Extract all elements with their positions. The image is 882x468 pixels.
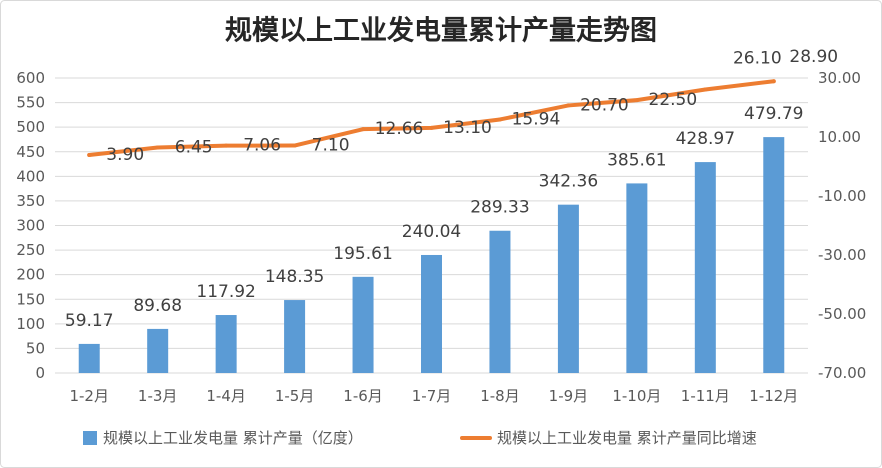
- bar-11: [763, 137, 785, 373]
- line-value-label: 7.06: [243, 136, 281, 156]
- bar-3: [215, 315, 237, 373]
- x-tick-label: 1-2月: [69, 387, 109, 405]
- x-tick-label: 1-11月: [681, 387, 730, 405]
- x-tick-label: 1-5月: [275, 387, 315, 405]
- bar-series: [78, 137, 785, 373]
- legend: 规模以上工业发电量 累计产量（亿度） 规模以上工业发电量 累计产量同比增速: [83, 429, 757, 447]
- line-value-label: 3.90: [106, 145, 144, 165]
- y-left-tick-label: 200: [16, 266, 45, 284]
- bar-value-label: 59.17: [65, 311, 114, 331]
- y-left-tick-label: 600: [16, 69, 45, 87]
- line-point: [224, 143, 229, 148]
- y-left-axis: 0 50 100 150 200 250 300 350 400 450 500 550 600: [16, 69, 45, 382]
- line-point: [292, 143, 297, 148]
- line-value-label: 26.10: [733, 49, 782, 69]
- bar-value-label: 428.97: [676, 129, 735, 149]
- x-tick-label: 1-7月: [412, 387, 452, 405]
- line-value-labels: 3.90 6.45 7.06 7.10 12.66 13.10 15.94 20.70 22.5…: [106, 47, 838, 165]
- y-left-tick-label: 150: [16, 290, 45, 308]
- bar-4: [284, 300, 306, 373]
- bar-value-label: 89.68: [133, 296, 182, 316]
- y-left-tick-label: 550: [16, 94, 45, 112]
- line-point: [771, 79, 776, 84]
- y-left-tick-label: 450: [16, 143, 45, 161]
- bar-value-labels: 59.17 89.68 117.92 148.35 195.61 240.04 289.33…: [65, 104, 804, 331]
- y-left-tick-label: 400: [16, 167, 45, 185]
- line-point: [703, 87, 708, 92]
- bar-9: [626, 183, 648, 373]
- line-series: [87, 79, 776, 157]
- bar-7: [489, 230, 511, 373]
- bar-value-label: 117.92: [196, 282, 255, 302]
- bar-8: [557, 204, 579, 373]
- y-right-tick-label: -30.00: [818, 246, 866, 264]
- line-value-label: 7.10: [312, 136, 350, 156]
- bar-value-label: 148.35: [265, 267, 324, 287]
- y-left-tick-label: 300: [16, 217, 45, 235]
- x-axis: 1-2月 1-3月 1-4月 1-5月 1-6月 1-7月 1-8月 1-9月 1-10月 1-1…: [69, 387, 798, 405]
- x-tick-label: 1-6月: [343, 387, 383, 405]
- y-right-axis: -70.00 -50.00 -30.00 -10.00 10.00 30.00: [818, 69, 866, 382]
- y-right-tick-label: -10.00: [818, 187, 866, 205]
- y-left-tick-label: 250: [16, 241, 45, 259]
- x-tick-label: 1-9月: [549, 387, 589, 405]
- bar-value-label: 385.61: [607, 150, 666, 170]
- x-tick-label: 1-12月: [749, 387, 798, 405]
- x-tick-label: 1-10月: [612, 387, 661, 405]
- y-right-tick-label: 10.00: [818, 128, 861, 146]
- y-left-tick-label: 500: [16, 118, 45, 136]
- legend-bar-swatch: [83, 431, 97, 445]
- line-point: [566, 103, 571, 108]
- y-right-tick-label: -70.00: [818, 364, 866, 382]
- legend-line-label: 规模以上工业发电量 累计产量同比增速: [497, 429, 757, 447]
- bar-value-label: 195.61: [333, 244, 392, 264]
- line-point: [634, 98, 639, 103]
- x-tick-label: 1-4月: [206, 387, 246, 405]
- line-point: [87, 152, 92, 157]
- bar-5: [352, 276, 374, 373]
- bar-value-label: 479.79: [744, 104, 803, 124]
- bar-value-label: 342.36: [539, 172, 598, 192]
- y-left-tick-label: 350: [16, 192, 45, 210]
- bar-10: [694, 162, 716, 373]
- y-left-tick-label: 0: [35, 364, 45, 382]
- y-left-tick-label: 50: [26, 339, 45, 357]
- bar-1: [78, 343, 100, 373]
- y-left-tick-label: 100: [16, 315, 45, 333]
- bar-2: [147, 328, 169, 373]
- line-point: [429, 125, 434, 130]
- x-tick-label: 1-3月: [138, 387, 178, 405]
- bar-value-label: 240.04: [402, 222, 461, 242]
- line-value-label: 13.10: [443, 118, 492, 138]
- bar-6: [421, 254, 442, 373]
- line-point: [155, 145, 160, 150]
- line-value-label: 12.66: [375, 119, 424, 139]
- bar-value-label: 289.33: [470, 198, 529, 218]
- line-point: [361, 127, 366, 132]
- line-point: [497, 117, 502, 122]
- line-value-label: 28.90: [789, 47, 838, 67]
- y-right-tick-label: 30.00: [818, 69, 861, 87]
- y-right-tick-label: -50.00: [818, 305, 866, 323]
- x-tick-label: 1-8月: [480, 387, 520, 405]
- line-value-label: 20.70: [580, 95, 629, 115]
- line-value-label: 6.45: [175, 137, 213, 157]
- chart-title: 规模以上工业发电量累计产量走势图: [225, 15, 657, 47]
- line-value-label: 15.94: [512, 109, 561, 129]
- legend-bar-label: 规模以上工业发电量 累计产量（亿度）: [103, 429, 363, 447]
- line-value-label: 22.50: [649, 90, 698, 110]
